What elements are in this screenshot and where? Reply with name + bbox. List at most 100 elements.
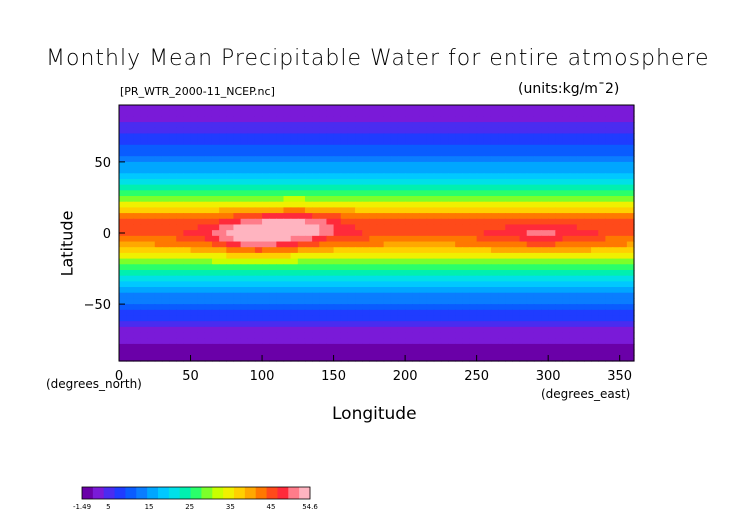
heatmap-cell <box>576 321 585 328</box>
heatmap-cell <box>548 156 556 163</box>
heatmap-cell <box>505 122 513 129</box>
heatmap-cell <box>405 343 413 351</box>
heatmap-cell <box>505 355 513 362</box>
heatmap-cell <box>562 338 571 345</box>
heatmap-cell <box>233 110 242 117</box>
heatmap-cell <box>190 275 199 282</box>
heatmap-cell <box>183 264 192 271</box>
heatmap-cell <box>326 178 335 186</box>
heatmap-cell <box>119 201 127 208</box>
heatmap-cell <box>455 343 463 351</box>
heatmap-cell <box>283 230 292 237</box>
heatmap-cell <box>283 338 292 345</box>
heatmap-cell <box>319 332 328 339</box>
heatmap-cell <box>312 264 320 271</box>
heatmap-cell <box>262 196 270 203</box>
heatmap-cell <box>490 122 499 129</box>
heatmap-cell <box>541 144 549 152</box>
heatmap-cell <box>119 304 127 311</box>
heatmap-cell <box>376 281 385 288</box>
heatmap-cell <box>126 105 134 112</box>
heatmap-cell <box>297 184 306 191</box>
heatmap-cell <box>390 252 399 260</box>
heatmap-cell <box>426 110 435 117</box>
heatmap-cell <box>355 150 363 157</box>
heatmap-cell <box>619 355 628 362</box>
heatmap-cell <box>555 110 564 117</box>
heatmap-cell <box>476 196 485 203</box>
heatmap-cell <box>412 116 421 123</box>
heatmap-cell <box>226 258 235 265</box>
y-tick-label: 50 <box>94 156 111 171</box>
heatmap-cell <box>283 144 292 152</box>
heatmap-cell <box>397 281 406 288</box>
heatmap-cell <box>183 315 192 322</box>
heatmap-cell <box>419 178 428 186</box>
heatmap-cell <box>247 110 256 117</box>
heatmap-cell <box>326 298 335 305</box>
heatmap-cell <box>262 241 270 248</box>
heatmap-cell <box>440 287 449 294</box>
heatmap-cell <box>405 247 413 254</box>
heatmap-cell <box>326 321 335 328</box>
heatmap-cell <box>426 207 435 214</box>
heatmap-cell <box>405 190 413 197</box>
heatmap-cell <box>276 258 285 265</box>
heatmap-cell <box>226 235 235 243</box>
heatmap-cell <box>455 224 463 231</box>
heatmap-cell <box>383 298 392 305</box>
colorbar-swatch <box>288 487 300 499</box>
heatmap-cell <box>140 184 149 191</box>
heatmap-cell <box>276 196 285 203</box>
heatmap-cell <box>254 258 263 265</box>
heatmap-cell <box>247 321 256 328</box>
heatmap-cell <box>154 281 163 288</box>
heatmap-cell <box>240 213 249 220</box>
heatmap-cell <box>211 224 220 231</box>
heatmap-cell <box>583 275 592 282</box>
heatmap-cell <box>126 252 134 260</box>
heatmap-cell <box>619 281 628 288</box>
heatmap-cell <box>126 315 134 322</box>
heatmap-cell <box>197 258 206 265</box>
heatmap-cell <box>197 326 206 334</box>
heatmap-cell <box>355 178 363 186</box>
heatmap-cell <box>183 287 192 294</box>
heatmap-cell <box>226 292 235 300</box>
heatmap-cell <box>490 173 499 180</box>
heatmap-cell <box>133 252 142 260</box>
colorbar-label: 5 <box>106 503 110 511</box>
heatmap-cell <box>612 281 621 288</box>
heatmap-cell <box>519 281 528 288</box>
heatmap-cell <box>226 161 235 169</box>
heatmap-cell <box>254 287 263 294</box>
heatmap-cell <box>204 264 213 271</box>
heatmap-cell <box>211 309 220 317</box>
heatmap-cell <box>283 116 292 123</box>
heatmap-cell <box>319 252 328 260</box>
heatmap-cell <box>340 178 349 186</box>
heatmap-cell <box>440 252 449 260</box>
heatmap-cell <box>412 258 421 265</box>
heatmap-cell <box>211 338 220 345</box>
heatmap-cell <box>619 309 628 317</box>
heatmap-cell <box>140 144 149 152</box>
heatmap-cell <box>483 252 492 260</box>
heatmap-cell <box>355 144 363 152</box>
heatmap-cell <box>598 275 606 282</box>
heatmap-cell <box>462 230 471 237</box>
heatmap-cell <box>462 201 471 208</box>
heatmap-cell <box>290 218 299 226</box>
heatmap-cell <box>226 252 235 260</box>
heatmap-cell <box>483 190 492 197</box>
heatmap-cell <box>512 247 521 254</box>
heatmap-cell <box>226 144 235 152</box>
heatmap-cell <box>161 122 170 129</box>
heatmap-cell <box>219 343 227 351</box>
heatmap-cell <box>347 241 356 248</box>
heatmap-cell <box>290 144 299 152</box>
heatmap-cell <box>383 355 392 362</box>
heatmap-cell <box>304 258 313 265</box>
heatmap-cell <box>462 190 471 197</box>
heatmap-cell <box>498 196 506 203</box>
